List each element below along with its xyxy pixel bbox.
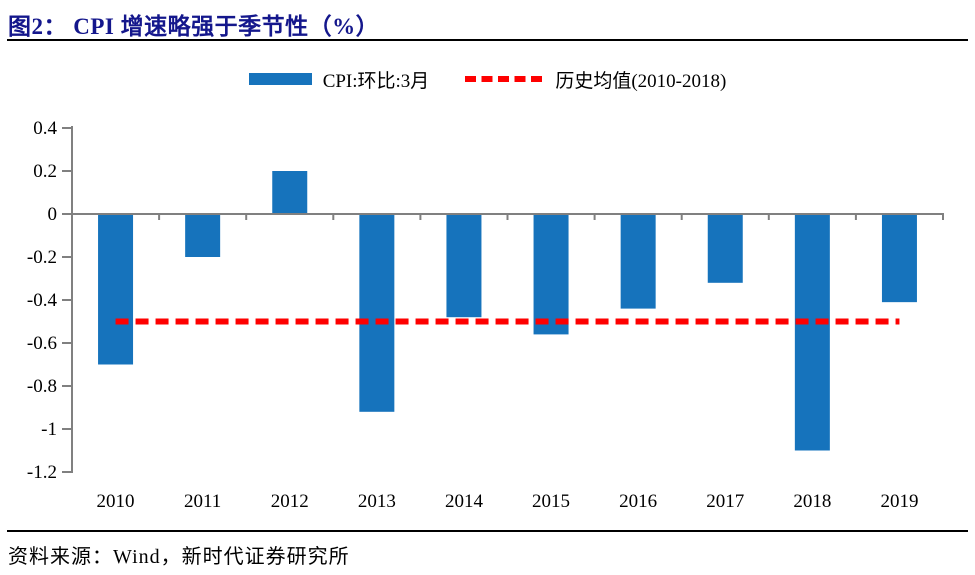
bar-2012: [272, 171, 308, 214]
legend-item-line: 历史均值(2010-2018): [465, 66, 726, 93]
bar-2013: [359, 214, 395, 412]
x-label-2010: 2010: [97, 491, 135, 512]
x-label-2016: 2016: [619, 491, 657, 512]
bar-2011: [185, 214, 221, 257]
x-label-2015: 2015: [532, 491, 570, 512]
legend-dashed-line-swatch-icon: [465, 76, 545, 82]
legend-line-label: 历史均值(2010-2018): [555, 70, 727, 92]
y-tick-label: -1.2: [27, 462, 57, 483]
x-label-2014: 2014: [445, 491, 484, 512]
x-label-2012: 2012: [271, 491, 309, 512]
title-rule: [7, 39, 968, 41]
source-note: 资料来源：Wind，新时代证券研究所: [8, 546, 350, 568]
x-label-2013: 2013: [358, 491, 396, 512]
legend-bar-label: CPI:环比:3月: [322, 70, 430, 92]
y-tick-label: -0.6: [27, 333, 57, 354]
legend-bar-swatch-icon: [248, 73, 312, 85]
legend-item-bar: CPI:环比:3月: [248, 66, 430, 93]
y-tick-label: -1: [41, 419, 57, 440]
bar-2010: [98, 214, 134, 365]
bar-2016: [620, 214, 656, 309]
x-label-2018: 2018: [793, 491, 831, 512]
y-tick-label: -0.2: [27, 247, 57, 268]
x-label-2011: 2011: [184, 491, 221, 512]
bar-2014: [446, 214, 482, 318]
source-rule: [7, 530, 968, 532]
y-tick-label: 0.4: [33, 118, 57, 139]
x-label-2019: 2019: [880, 491, 918, 512]
y-tick-label: 0.2: [33, 161, 57, 182]
bar-2019: [881, 214, 917, 303]
chart-legend: CPI:环比:3月 历史均值(2010-2018): [0, 66, 975, 92]
bar-2015: [533, 214, 569, 335]
y-tick-label: -0.8: [27, 376, 57, 397]
bar-2017: [707, 214, 743, 283]
y-tick-label: -0.4: [27, 290, 58, 311]
bar-2018: [794, 214, 830, 451]
y-tick-label: 0: [48, 204, 58, 225]
figure-title: 图2： CPI 增速略强于季节性（%）: [8, 14, 380, 39]
x-label-2017: 2017: [706, 491, 744, 512]
